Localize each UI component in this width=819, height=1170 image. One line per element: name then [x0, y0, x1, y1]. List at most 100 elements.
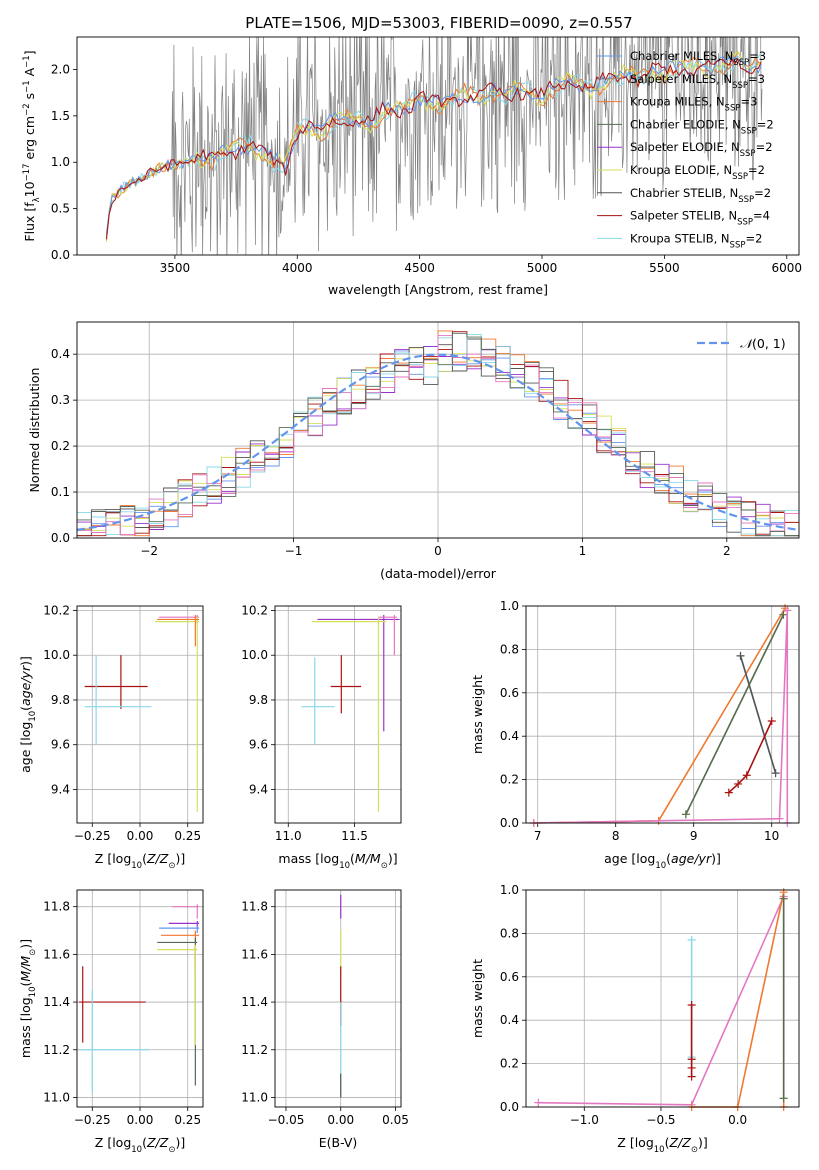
x-tick-label: 0.00 — [127, 829, 154, 843]
y-axis-label: mass weight — [470, 959, 485, 1038]
x-tick-label: 3500 — [160, 261, 191, 275]
mass-weight-marker — [687, 1001, 696, 1010]
y-tick-label: 0.0 — [51, 531, 70, 545]
chart-layer: 3500 4000 4500 5000 5500 6000 0.0 0.5 1.0 1.5 2.0 w… — [18, 36, 802, 1155]
legend-entry: Kroupa ELODIE, NSSP=2 — [630, 163, 765, 182]
mass-weight-marker — [736, 651, 745, 660]
legend-entry: Chabrier STELIB, NSSP=2 — [630, 186, 771, 205]
x-tick-label: 1 — [579, 544, 587, 558]
x-axis-label: E(B-V) — [319, 1135, 358, 1150]
y-tick-label: 9.4 — [249, 782, 268, 796]
mass-weight-marker — [681, 810, 690, 819]
y-tick-label: 11.0 — [43, 1090, 70, 1104]
x-tick-label: 9 — [690, 829, 698, 843]
mass-vs-z-panel: −0.25 0.00 0.25 11.0 11.2 11.4 11.6 11.8 Z [log1… — [18, 889, 204, 1155]
y-tick-label: 10.2 — [241, 603, 268, 617]
mass-weight-line — [533, 610, 789, 824]
x-tick-label: 4000 — [282, 261, 313, 275]
y-axis-label: Normed distribution — [27, 368, 42, 493]
x-axis-label: wavelength [Angstrom, rest frame] — [328, 282, 548, 297]
y-tick-label: 9.4 — [51, 782, 70, 796]
y-tick-label: 10.0 — [241, 648, 268, 662]
y-tick-label: 11.6 — [241, 947, 268, 961]
mass-weight-marker — [734, 779, 743, 788]
model-spectrum-line — [105, 56, 762, 235]
x-tick-label: −0.5 — [646, 1113, 675, 1127]
legend-entry: Kroupa STELIB, NSSP=2 — [630, 231, 762, 250]
mass-weight-marker — [775, 814, 784, 823]
x-tick-label: 0 — [434, 544, 442, 558]
y-tick-label: 0.3 — [51, 393, 70, 407]
figure-title: PLATE=1506, MJD=53003, FIBERID=0090, z=0… — [245, 14, 632, 32]
mass-weight-marker — [687, 1055, 696, 1064]
legend-entry: Kroupa MILES, NSSP=3 — [630, 95, 757, 114]
spectrum-plot — [105, 37, 763, 255]
x-tick-label: 11.5 — [341, 829, 368, 843]
axes-frame — [76, 889, 204, 1108]
mass-weight-line — [685, 614, 785, 815]
x-tick-label: 7 — [534, 829, 542, 843]
plot-area — [78, 904, 200, 1093]
mass-weight-marker — [779, 1094, 788, 1103]
y-tick-label: 0.4 — [51, 347, 70, 361]
x-tick-label: 11.0 — [275, 829, 302, 843]
x-tick-label: 0.0 — [728, 1113, 747, 1127]
residual-histogram-step — [77, 335, 799, 536]
x-tick-label: −0.25 — [74, 1113, 111, 1127]
axes-frame — [76, 605, 204, 824]
gaussian-curve — [76, 353, 800, 531]
massweight-vs-age-panel: 7 8 9 10 0.0 0.2 0.4 0.6 0.8 1.0 age [log10(age/yr… — [470, 599, 800, 871]
axes-frame — [76, 321, 800, 539]
y-tick-label: 0.0 — [51, 248, 70, 262]
y-tick-label: 0.1 — [51, 485, 70, 499]
x-axis-label: Z [log10(Z/Z⊙)] — [617, 1135, 707, 1155]
mass-weight-marker — [771, 769, 780, 778]
mass-weight-line — [728, 720, 773, 794]
axes-frame — [274, 889, 402, 1108]
legend-entry: Chabrier MILES, NSSP=3 — [630, 49, 766, 68]
spectrum-panel: 3500 4000 4500 5000 5500 6000 0.0 0.5 1.0 1.5 2.0 w… — [22, 36, 802, 297]
x-tick-label: −0.05 — [268, 1113, 305, 1127]
y-tick-label: 0.2 — [500, 1057, 519, 1071]
y-tick-label: 1.0 — [500, 883, 519, 897]
x-tick-label: 6000 — [771, 261, 802, 275]
x-tick-label: 5500 — [649, 261, 680, 275]
axes-frame — [274, 605, 402, 824]
y-tick-label: 11.2 — [43, 1043, 70, 1057]
y-axis-label: age [log10(age/yr)] — [18, 656, 38, 773]
residuals-panel: −2 −1 0 1 2 0.0 0.1 0.2 0.3 0.4 (data-model)/error… — [27, 321, 800, 581]
y-tick-label: 9.6 — [51, 738, 70, 752]
x-axis-label: mass [log10(M/M⊙)] — [278, 851, 397, 871]
mass-weight-marker — [779, 894, 788, 903]
y-tick-label: 9.8 — [51, 693, 70, 707]
y-tick-label: 9.6 — [249, 738, 268, 752]
legend-entry: Chabrier ELODIE, NSSP=2 — [630, 117, 774, 136]
y-tick-label: 0.5 — [51, 202, 70, 216]
y-tick-label: 1.0 — [500, 599, 519, 613]
mass-weight-marker — [687, 935, 696, 944]
plot-area — [301, 614, 400, 812]
y-tick-label: 11.2 — [241, 1043, 268, 1057]
mass-weight-line — [739, 655, 777, 774]
age-vs-z-panel: −0.25 0.00 0.25 9.4 9.6 9.8 10.0 10.2 Z [log10(Z… — [18, 603, 204, 871]
y-axis-label: Flux [fλ10−17 erg cm−2 s−1 A−1] — [22, 50, 42, 241]
x-tick-label: 2 — [723, 544, 731, 558]
mass-weight-marker — [779, 610, 788, 619]
x-tick-label: 8 — [612, 829, 620, 843]
y-tick-label: 10.2 — [43, 603, 70, 617]
age-vs-mass-panel: 11.0 11.5 9.4 9.6 9.8 10.0 10.2 mass [log10(M/M… — [241, 603, 402, 871]
y-tick-label: 0.8 — [500, 642, 519, 656]
x-tick-label: 10 — [764, 829, 779, 843]
model-spectrum-line — [105, 51, 762, 237]
y-axis-label: mass [log10(M/M⊙)] — [18, 939, 38, 1058]
mass-weight-marker — [534, 1098, 543, 1107]
x-axis-label: age [log10(age/yr)] — [604, 851, 721, 871]
y-tick-label: 0.6 — [500, 686, 519, 700]
model-spectrum-line — [105, 50, 762, 242]
y-tick-label: 1.0 — [51, 155, 70, 169]
y-tick-label: 11.0 — [241, 1090, 268, 1104]
y-tick-label: 0.0 — [500, 1100, 519, 1114]
x-tick-label: 0.00 — [327, 1113, 354, 1127]
y-tick-label: 11.4 — [43, 995, 70, 1009]
